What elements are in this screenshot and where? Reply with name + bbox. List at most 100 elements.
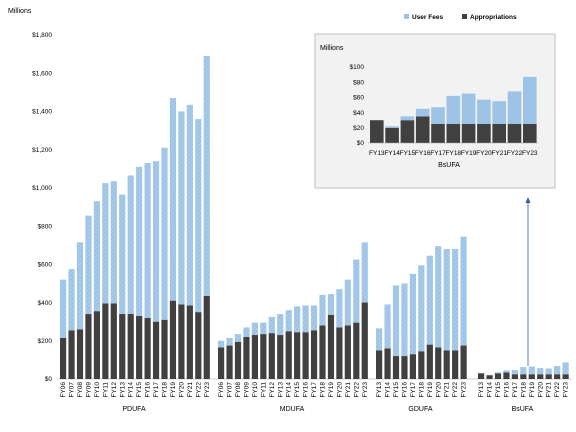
x-tick-label: FY21 <box>187 382 194 398</box>
x-tick-label: FY17 <box>311 382 318 398</box>
x-tick-label: FY09 <box>243 382 250 398</box>
bar-user-fees <box>353 259 360 323</box>
bar-user-fees <box>545 368 552 375</box>
x-tick-label: FY08 <box>77 382 84 398</box>
y-tick-label: $1,800 <box>32 32 52 39</box>
bar-user-fees <box>119 194 126 315</box>
legend-label-appropriations: Appropriations <box>470 14 517 21</box>
bar-user-fees <box>102 183 109 304</box>
bar-user-fees <box>268 316 275 334</box>
x-tick-label: FY08 <box>235 382 242 398</box>
x-tick-label: FY17 <box>410 382 417 398</box>
y-tick-label: $1,600 <box>32 70 52 77</box>
x-tick-label: FY20 <box>537 382 544 398</box>
inset-bar-appropriations <box>431 124 445 143</box>
bar-appropriations <box>384 348 391 379</box>
x-tick-label: FY14 <box>385 382 392 398</box>
bar-appropriations <box>344 325 351 379</box>
bar-user-fees <box>392 285 400 357</box>
x-tick-label: FY20 <box>435 382 442 398</box>
x-tick-label: FY20 <box>178 382 185 398</box>
callout-arrowhead <box>525 197 531 203</box>
legend-swatch-appropriations <box>462 14 467 19</box>
bar-user-fees <box>554 366 561 375</box>
bar-user-fees <box>136 166 143 316</box>
x-tick-label: FY09 <box>85 382 92 398</box>
group-label: PDUFA <box>122 406 146 413</box>
bar-appropriations <box>327 314 335 379</box>
x-tick-label: FY23 <box>461 382 468 398</box>
bar-user-fees <box>260 322 267 335</box>
bar-user-fees <box>376 328 383 351</box>
bar-appropriations <box>336 327 343 379</box>
bar-appropriations <box>452 350 459 379</box>
x-tick-label: FY12 <box>111 382 118 398</box>
inset-bar-user-fees <box>461 93 476 124</box>
bar-user-fees <box>319 294 326 326</box>
bar-appropriations <box>218 347 225 379</box>
legend-label-user-fees: User Fees <box>412 14 443 21</box>
bar-appropriations <box>545 374 552 379</box>
bar-user-fees <box>494 372 502 374</box>
bar-user-fees <box>452 249 459 351</box>
inset-x-tick-label: FY18 <box>446 150 462 157</box>
x-tick-label: FY19 <box>427 382 434 398</box>
bar-appropriations <box>486 375 493 379</box>
inset-x-tick-label: FY15 <box>400 150 416 157</box>
bar-appropriations <box>93 311 100 379</box>
inset-x-tick-label: FY22 <box>507 150 523 157</box>
bar-appropriations <box>537 374 544 379</box>
x-tick-label: FY16 <box>401 382 408 398</box>
bar-appropriations <box>435 347 442 379</box>
legend-swatch-user-fees <box>404 14 409 19</box>
y-tick-label: $400 <box>38 300 53 307</box>
bar-appropriations <box>161 319 168 379</box>
bar-user-fees <box>93 201 100 312</box>
bar-user-fees <box>243 327 250 337</box>
inset-bar-user-fees <box>492 101 506 124</box>
bar-user-fees <box>161 147 168 320</box>
bar-user-fees <box>127 175 134 315</box>
bar-appropriations <box>562 374 569 379</box>
bar-appropriations <box>361 302 368 379</box>
x-tick-label: FY15 <box>294 382 301 398</box>
inset-x-tick-label: FY21 <box>491 150 507 157</box>
bar-user-fees <box>344 279 351 326</box>
bar-user-fees <box>144 163 151 318</box>
y-tick-label: $200 <box>38 338 53 345</box>
x-tick-label: FY17 <box>512 382 519 398</box>
bar-user-fees <box>511 370 518 375</box>
bar-appropriations <box>310 330 318 379</box>
x-tick-label: FY14 <box>128 382 135 398</box>
x-tick-label: FY16 <box>503 382 510 398</box>
bar-appropriations <box>136 315 143 379</box>
x-tick-label: FY16 <box>145 382 152 398</box>
bar-appropriations <box>426 344 433 379</box>
inset-bar-user-fees <box>507 91 522 124</box>
x-tick-label: FY21 <box>546 382 553 398</box>
bar-user-fees <box>169 98 177 301</box>
bar-appropriations <box>186 305 193 379</box>
bar-appropriations <box>511 374 518 379</box>
x-tick-label: FY11 <box>260 382 267 397</box>
inset-y-tick-label: $20 <box>353 125 364 132</box>
bar-appropriations <box>409 354 416 379</box>
bar-user-fees <box>186 104 193 306</box>
bar-user-fees <box>68 269 75 331</box>
bar-user-fees <box>203 56 210 296</box>
x-tick-label: FY07 <box>69 382 76 398</box>
inset-x-tick-label: FY20 <box>476 150 492 157</box>
bar-user-fees <box>537 368 544 375</box>
bar-user-fees <box>520 367 527 375</box>
inset-bar-appropriations <box>477 124 491 143</box>
x-tick-label: FY23 <box>204 382 211 398</box>
bar-appropriations <box>268 333 275 379</box>
y-tick-label: $1,000 <box>32 185 52 192</box>
bar-appropriations <box>76 329 84 379</box>
bar-user-fees <box>418 265 425 352</box>
bar-appropriations <box>68 330 75 379</box>
bar-appropriations <box>110 303 117 379</box>
inset-y-tick-label: $80 <box>353 79 364 86</box>
